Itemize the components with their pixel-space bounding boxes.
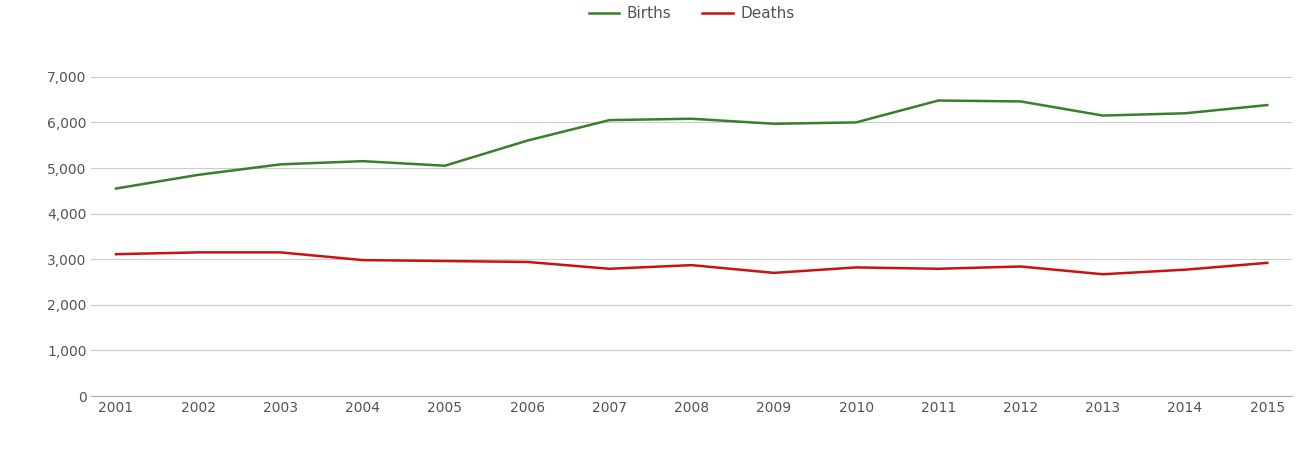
Deaths	[602, 266, 617, 271]
Births	[930, 98, 946, 103]
Deaths	[684, 262, 699, 268]
Births	[273, 162, 288, 167]
Births	[1095, 113, 1111, 118]
Births	[1013, 99, 1028, 104]
Deaths	[108, 252, 124, 257]
Deaths	[1095, 271, 1111, 277]
Births	[602, 117, 617, 123]
Births	[355, 158, 371, 164]
Deaths	[930, 266, 946, 271]
Deaths	[1013, 264, 1028, 269]
Deaths	[848, 265, 864, 270]
Deaths	[1177, 267, 1193, 272]
Deaths	[355, 257, 371, 263]
Legend: Births, Deaths: Births, Deaths	[582, 0, 801, 27]
Births	[684, 116, 699, 122]
Births	[437, 163, 453, 168]
Deaths	[766, 270, 782, 275]
Births	[519, 138, 535, 144]
Line: Births: Births	[116, 100, 1267, 189]
Deaths	[437, 258, 453, 264]
Deaths	[191, 250, 206, 255]
Deaths	[273, 250, 288, 255]
Births	[1259, 102, 1275, 108]
Line: Deaths: Deaths	[116, 252, 1267, 274]
Deaths	[519, 259, 535, 265]
Births	[1177, 111, 1193, 116]
Births	[766, 121, 782, 126]
Deaths	[1259, 260, 1275, 265]
Births	[191, 172, 206, 178]
Births	[848, 120, 864, 125]
Births	[108, 186, 124, 191]
